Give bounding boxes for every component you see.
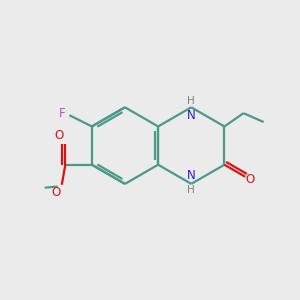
Text: N: N [187,109,196,122]
Text: N: N [187,169,196,182]
Text: H: H [188,96,195,106]
Text: O: O [246,173,255,186]
Text: H: H [188,185,195,195]
Text: O: O [55,129,64,142]
Text: O: O [51,186,60,199]
Text: F: F [59,107,66,120]
